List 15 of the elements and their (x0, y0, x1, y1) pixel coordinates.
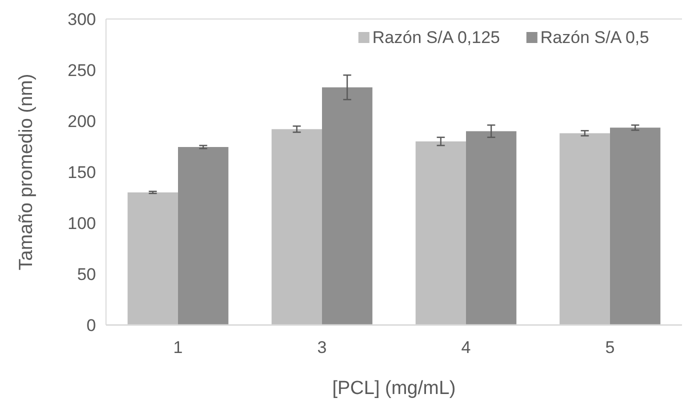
x-tick-label: 5 (605, 338, 615, 357)
x-axis-title: [PCL] (mg/mL) (332, 378, 456, 399)
y-tick-label: 300 (68, 10, 96, 29)
x-tick-label: 4 (461, 338, 471, 357)
legend-label: Razón S/A 0,125 (372, 28, 500, 47)
y-tick-label: 0 (86, 316, 96, 335)
y-tick-label: 50 (77, 264, 96, 284)
legend-label: Razón S/A 0,5 (540, 28, 650, 47)
x-tick-label: 1 (173, 338, 183, 357)
x-tick-label: 3 (317, 338, 327, 357)
y-tick-label: 200 (68, 112, 96, 131)
y-axis-title: Tamaño promedio (nm) (16, 74, 37, 270)
y-tick-label: 100 (68, 214, 96, 233)
y-tick-label: 250 (68, 60, 96, 80)
y-tick-label: 150 (68, 162, 96, 182)
